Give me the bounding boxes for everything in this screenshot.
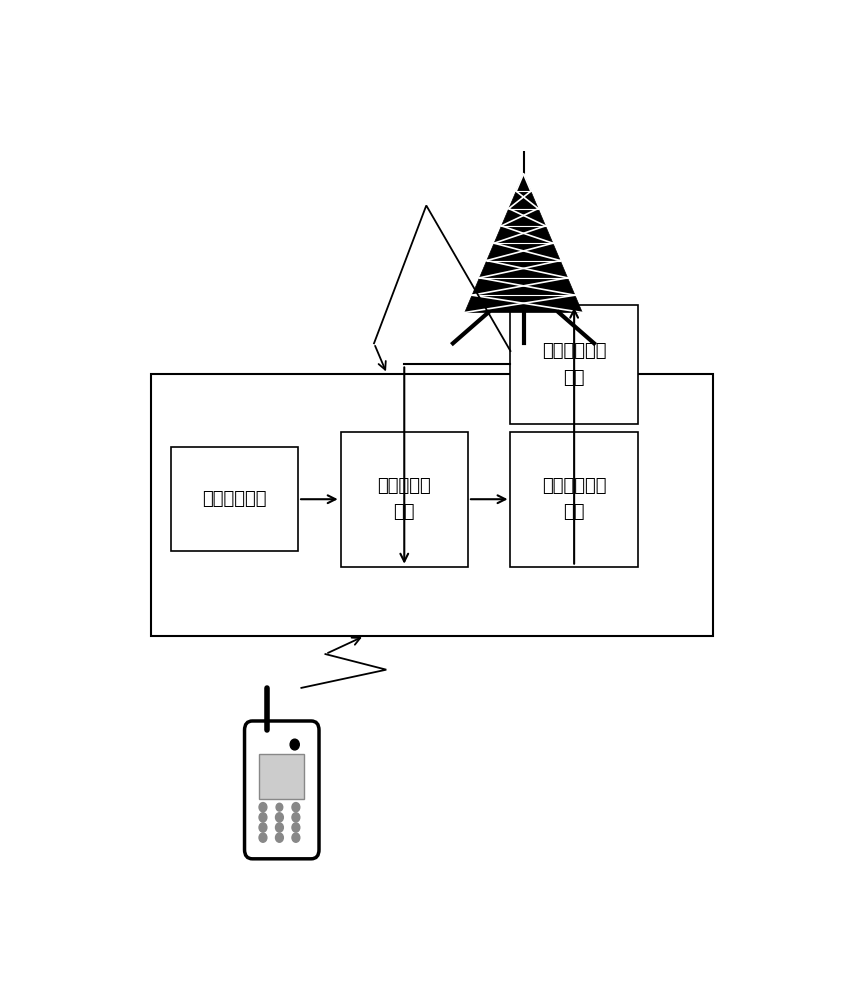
Circle shape: [259, 813, 267, 822]
Circle shape: [290, 739, 299, 750]
Polygon shape: [516, 174, 531, 191]
Circle shape: [259, 823, 267, 832]
Polygon shape: [480, 261, 567, 278]
Circle shape: [292, 823, 300, 832]
Circle shape: [292, 833, 300, 842]
Text: 基带同步模块: 基带同步模块: [202, 490, 266, 508]
FancyBboxPatch shape: [244, 721, 319, 859]
Circle shape: [276, 833, 283, 842]
Text: 上行场强测量
模块: 上行场强测量 模块: [542, 477, 606, 521]
Bar: [170, 447, 298, 551]
Circle shape: [259, 833, 267, 842]
Bar: [341, 432, 468, 567]
Text: 上行同步保持
模块: 上行同步保持 模块: [542, 342, 606, 387]
Circle shape: [276, 823, 283, 832]
Bar: [151, 374, 713, 636]
Polygon shape: [486, 243, 561, 261]
Bar: [260, 754, 304, 799]
Bar: [511, 432, 638, 567]
Polygon shape: [502, 209, 545, 226]
Circle shape: [292, 813, 300, 822]
Polygon shape: [464, 295, 583, 312]
Circle shape: [276, 813, 283, 822]
Polygon shape: [472, 278, 575, 295]
Polygon shape: [509, 191, 538, 209]
Circle shape: [277, 803, 282, 811]
Bar: [511, 305, 638, 424]
Text: 上行精同步
模块: 上行精同步 模块: [378, 477, 431, 521]
Circle shape: [259, 803, 267, 812]
Polygon shape: [494, 226, 553, 243]
Circle shape: [292, 803, 300, 812]
